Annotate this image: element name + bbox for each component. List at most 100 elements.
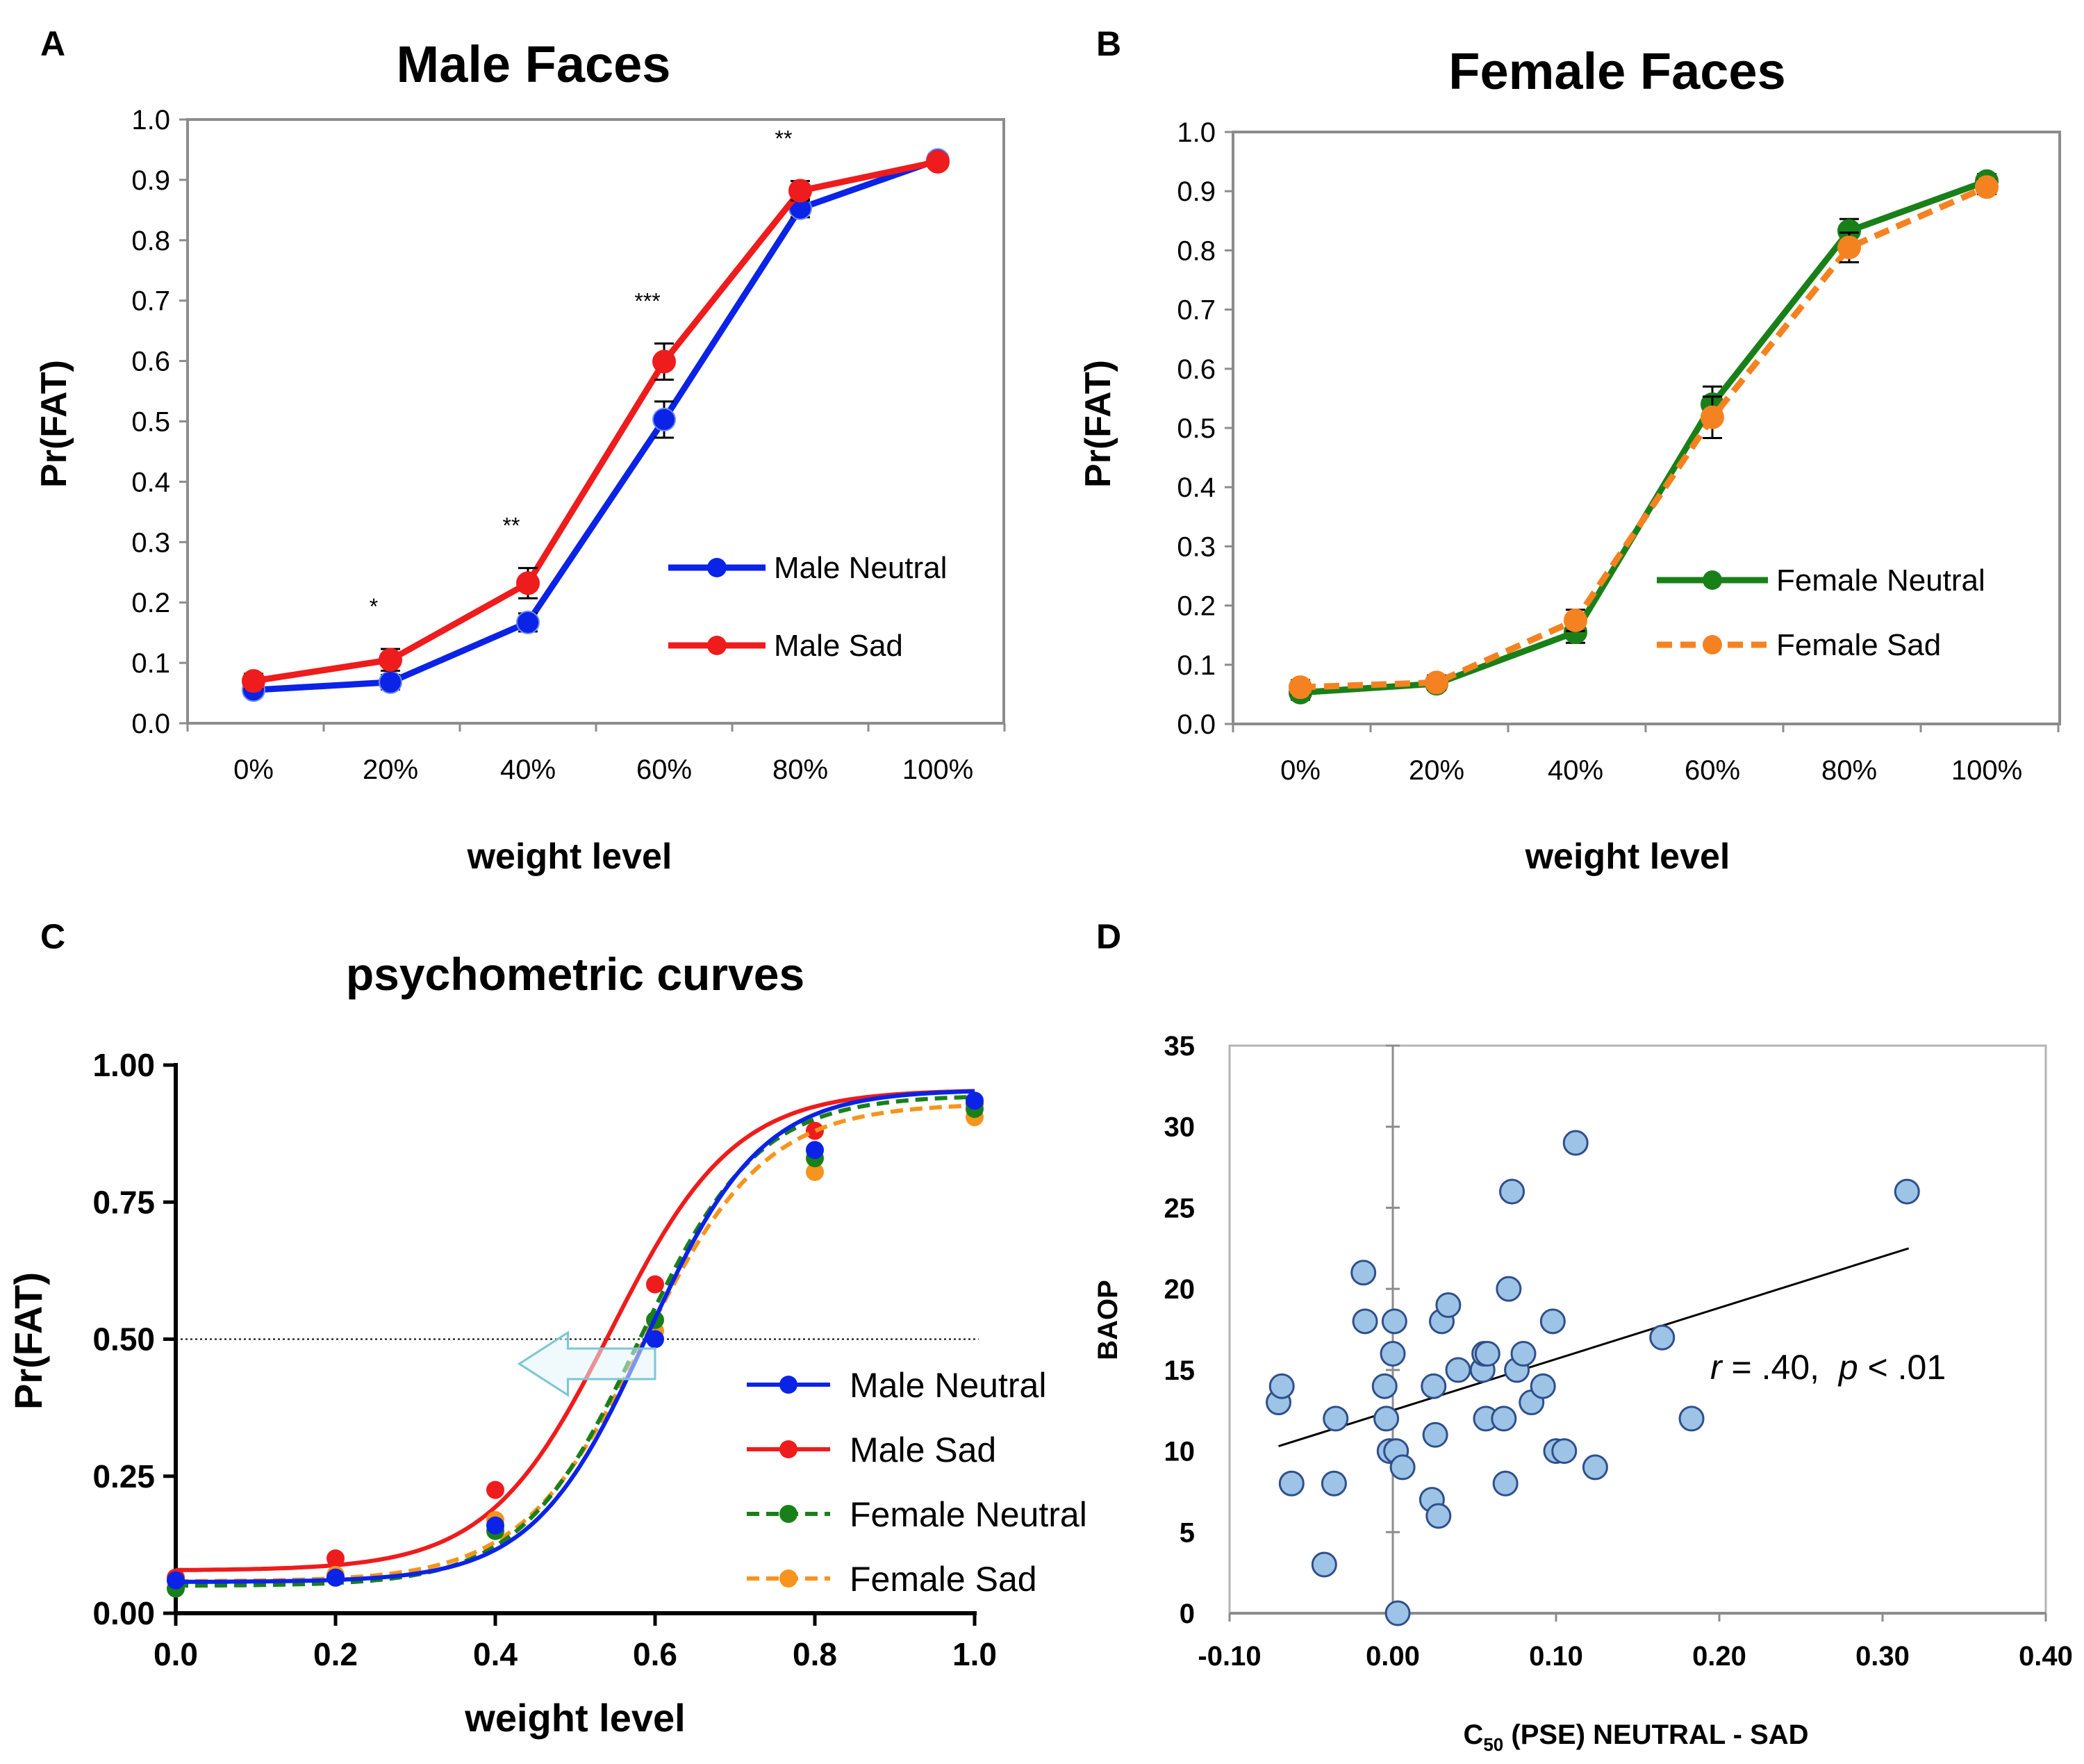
panel-d-x-axis-label-main: C: [1463, 1720, 1483, 1750]
panel-d-x-axis-label: C50 (PSE) NEUTRAL - SAD: [1463, 1720, 1808, 1755]
data-point: [516, 571, 540, 595]
scatter-point: [1350, 1260, 1377, 1286]
x-tick-label: 0.10: [1529, 1641, 1583, 1672]
panel-a-y-axis-label: Pr(FAT): [34, 360, 74, 488]
legend-label: Male Sad: [774, 629, 903, 663]
scatter-point: [1530, 1373, 1556, 1399]
y-tick-label: 0.0: [1177, 709, 1216, 740]
data-point: [486, 1516, 504, 1535]
y-tick-label: 20: [1164, 1274, 1196, 1305]
data-point: [652, 349, 676, 374]
series-line-male-sad: [253, 158, 938, 684]
scatter-point: [1311, 1551, 1337, 1578]
y-tick-label: 0.5: [131, 407, 170, 438]
panel-d-correlation-annotation: r = .40, p < .01: [1710, 1348, 1946, 1387]
x-tick-label: 60%: [636, 755, 692, 785]
data-point: [326, 1568, 345, 1587]
panel-c-y-axis-label: Pr(FAT): [6, 1272, 50, 1410]
y-tick-label: 0.8: [1177, 236, 1216, 266]
y-tick-label: 0.9: [1177, 176, 1216, 207]
y-tick-label: 1.0: [131, 105, 170, 135]
y-tick-label: 0.75: [92, 1184, 155, 1220]
significance-label: *: [370, 594, 378, 619]
panel-letter-a: A: [40, 24, 65, 63]
scatter-point: [1422, 1421, 1448, 1448]
data-point: [1975, 175, 1999, 199]
significance-label: ***: [634, 288, 660, 313]
legend-label: Male Neutral: [850, 1366, 1046, 1405]
y-tick-label: 0.7: [1177, 295, 1216, 326]
panel-c-x-axis-label: weight level: [464, 1696, 685, 1740]
scatter-point: [1381, 1308, 1407, 1335]
legend-label: Male Sad: [850, 1431, 996, 1469]
y-tick-label: 0.9: [131, 165, 170, 196]
y-tick-label: 0.00: [92, 1595, 155, 1631]
y-tick-label: 0.8: [131, 226, 170, 256]
shift-arrow: [517, 1330, 656, 1397]
y-tick-label: 0.3: [1177, 531, 1216, 562]
y-tick-label: 25: [1164, 1193, 1196, 1223]
x-tick-label: 1.0: [952, 1636, 997, 1672]
legend-marker: [1703, 570, 1722, 590]
panel-a-x-axis-label: weight level: [467, 836, 672, 877]
legend-marker: [779, 1440, 797, 1458]
legend-marker: [1703, 635, 1722, 654]
scatter-point: [1268, 1373, 1295, 1399]
panel-letter-d: D: [1096, 917, 1121, 956]
panel-a-title: Male Faces: [397, 35, 671, 93]
data-point: [516, 610, 540, 634]
scatter-point: [1492, 1470, 1519, 1497]
panel-d-x-axis-label-rest: (PSE) NEUTRAL - SAD: [1503, 1720, 1808, 1750]
x-tick-label: 0%: [233, 755, 274, 785]
data-point: [379, 648, 402, 672]
scatter-point: [1421, 1373, 1447, 1399]
x-tick-label: 100%: [902, 755, 973, 785]
scatter-point: [1678, 1406, 1705, 1432]
scatter-point: [1474, 1341, 1500, 1367]
panel-b-x-axis-label: weight level: [1525, 836, 1730, 877]
y-tick-label: 0.2: [131, 588, 170, 618]
legend-label: Female Sad: [1776, 628, 1941, 662]
x-tick-label: 20%: [1409, 755, 1464, 786]
significance-label: **: [775, 126, 793, 151]
data-point: [167, 1571, 185, 1590]
scatter-point: [1582, 1454, 1608, 1481]
scatter-point: [1491, 1406, 1517, 1432]
scatter-point: [1499, 1178, 1525, 1205]
y-tick-label: 0.25: [92, 1458, 155, 1494]
y-tick-label: 0.7: [131, 286, 170, 317]
y-tick-label: 1.00: [92, 1047, 155, 1083]
x-tick-label: 0.6: [633, 1636, 677, 1672]
panel-c-psychometric-curves: psychometric curves Pr(FAT) weight level…: [6, 948, 1087, 1740]
scatter-point: [1384, 1600, 1411, 1626]
y-tick-label: 0.0: [131, 709, 170, 739]
x-tick-label: 60%: [1685, 755, 1740, 786]
x-tick-label: 0.00: [1366, 1641, 1420, 1672]
scatter-point: [1425, 1503, 1452, 1529]
series-line-female-neutral: [1300, 178, 1988, 696]
y-tick-label: 0.2: [1177, 591, 1216, 622]
x-tick-label: 0.2: [313, 1636, 358, 1672]
legend-marker: [779, 1505, 797, 1523]
x-tick-label: 40%: [1548, 755, 1603, 786]
data-point: [1425, 670, 1448, 695]
x-tick-label: 20%: [363, 755, 418, 785]
x-tick-label: 0.4: [473, 1636, 518, 1672]
curve-female-sad: [176, 1103, 975, 1583]
legend-marker: [707, 636, 727, 655]
legend-marker: [779, 1569, 797, 1588]
scatter-point: [1389, 1454, 1416, 1481]
significance-label: **: [503, 513, 520, 538]
series-line-male-neutral: [253, 156, 939, 693]
x-tick-label: 0.20: [1692, 1641, 1746, 1672]
x-tick-label: -0.10: [1198, 1641, 1261, 1672]
panel-c-title: psychometric curves: [346, 948, 804, 1000]
y-tick-label: 0.6: [131, 347, 170, 377]
data-point: [646, 1330, 664, 1349]
y-tick-label: 30: [1164, 1112, 1196, 1143]
legend-label: Female Neutral: [850, 1495, 1087, 1534]
x-tick-label: 0.30: [1855, 1641, 1910, 1672]
panel-b-y-axis-label: Pr(FAT): [1078, 360, 1118, 488]
curve-female-neutral: [175, 1094, 975, 1588]
x-tick-label: 0.40: [2019, 1641, 2073, 1672]
